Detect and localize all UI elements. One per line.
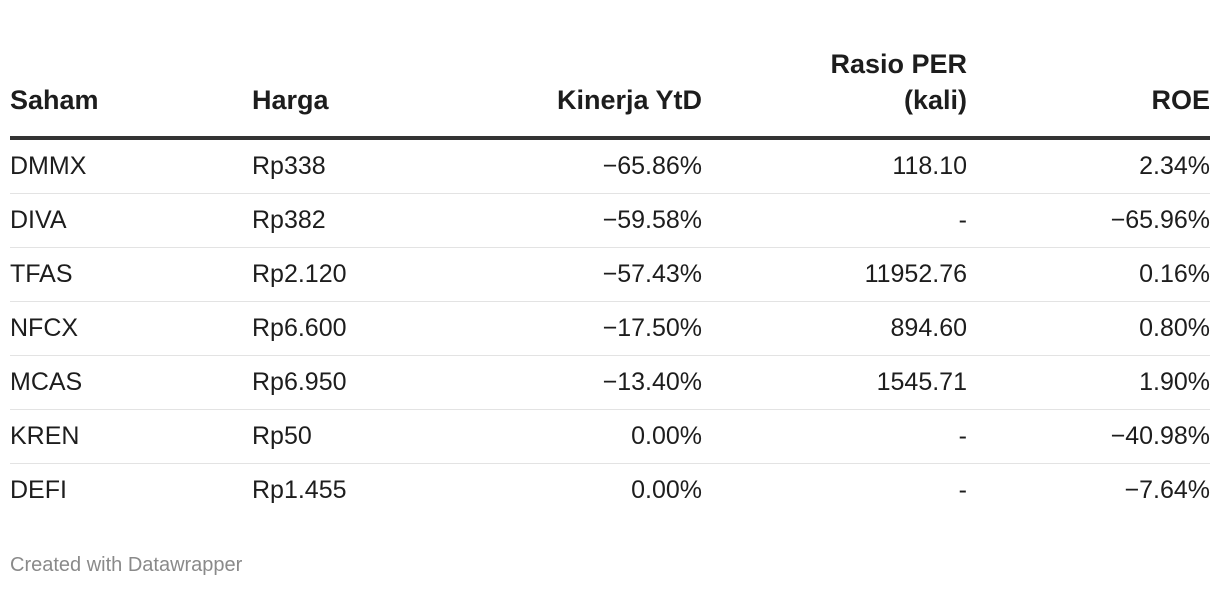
cell-kinerja: 0.00%	[452, 409, 702, 464]
header-saham: Saham	[10, 46, 252, 140]
table-row: DMMX Rp338 −65.86% 118.10 2.34%	[10, 138, 1210, 194]
cell-saham: DMMX	[10, 138, 252, 194]
datawrapper-credit: Created with Datawrapper	[10, 554, 243, 576]
header-kinerja-ytd: Kinerja YtD	[452, 46, 702, 140]
header-harga: Harga	[252, 46, 452, 140]
cell-harga: Rp338	[252, 138, 452, 194]
cell-per: 894.60	[702, 301, 967, 356]
cell-roe: −40.98%	[967, 409, 1210, 464]
cell-per: 118.10	[702, 138, 967, 194]
header-row: Saham Harga Kinerja YtD Rasio PER (kali) …	[10, 46, 1210, 140]
cell-roe: 1.90%	[967, 355, 1210, 410]
header-rasio-per-line1: Rasio PER	[830, 49, 967, 79]
cell-harga: Rp2.120	[252, 247, 452, 302]
cell-roe: 0.80%	[967, 301, 1210, 356]
cell-harga: Rp1.455	[252, 476, 347, 504]
cell-saham: KREN	[10, 409, 252, 464]
cell-per: -	[702, 193, 967, 248]
table-row: KREN Rp50 0.00% - −40.98%	[10, 409, 1210, 464]
cell-roe: 0.16%	[967, 247, 1210, 302]
cell-saham: MCAS	[10, 355, 252, 410]
cell-roe: 2.34%	[967, 138, 1210, 194]
cell-harga: Rp50	[252, 409, 452, 464]
cell-kinerja: −17.50%	[452, 301, 702, 356]
header-rasio-per-line2: (kali)	[903, 85, 967, 115]
table-header: Saham Harga Kinerja YtD Rasio PER (kali) …	[10, 46, 1210, 140]
header-rasio-per: Rasio PER (kali)	[702, 46, 967, 140]
cell-kinerja: −65.86%	[452, 138, 702, 194]
table-row: DEFI Rp1.455 0.00% - −7.64%	[10, 464, 1210, 518]
table-row: DIVA Rp382 −59.58% - −65.96%	[10, 193, 1210, 248]
cell-roe: −65.96%	[967, 193, 1210, 248]
cell-saham: NFCX	[10, 301, 252, 356]
cell-saham: TFAS	[10, 247, 252, 302]
table-row: TFAS Rp2.120 −57.43% 11952.76 0.16%	[10, 247, 1210, 302]
cell-per: -	[958, 476, 967, 504]
cell-kinerja: −13.40%	[452, 355, 702, 410]
cell-harga: Rp6.600	[252, 301, 452, 356]
cell-saham: DEFI	[10, 476, 67, 504]
cell-per: -	[702, 409, 967, 464]
cell-harga: Rp6.950	[252, 355, 452, 410]
cell-per: 11952.76	[702, 247, 967, 302]
cell-kinerja: −57.43%	[452, 247, 702, 302]
table-row: NFCX Rp6.600 −17.50% 894.60 0.80%	[10, 301, 1210, 356]
cell-roe: −7.64%	[1124, 476, 1211, 504]
cell-per: 1545.71	[702, 355, 967, 410]
cell-saham: DIVA	[10, 193, 252, 248]
stock-table-container: Saham Harga Kinerja YtD Rasio PER (kali) …	[10, 46, 1210, 517]
stock-table: Saham Harga Kinerja YtD Rasio PER (kali) …	[10, 46, 1210, 517]
header-roe: ROE	[967, 46, 1210, 140]
cell-harga: Rp382	[252, 193, 452, 248]
cell-kinerja: −59.58%	[452, 193, 702, 248]
table-body: DMMX Rp338 −65.86% 118.10 2.34% DIVA Rp3…	[10, 138, 1210, 517]
cell-kinerja: 0.00%	[631, 476, 702, 504]
table-row: MCAS Rp6.950 −13.40% 1545.71 1.90%	[10, 355, 1210, 410]
